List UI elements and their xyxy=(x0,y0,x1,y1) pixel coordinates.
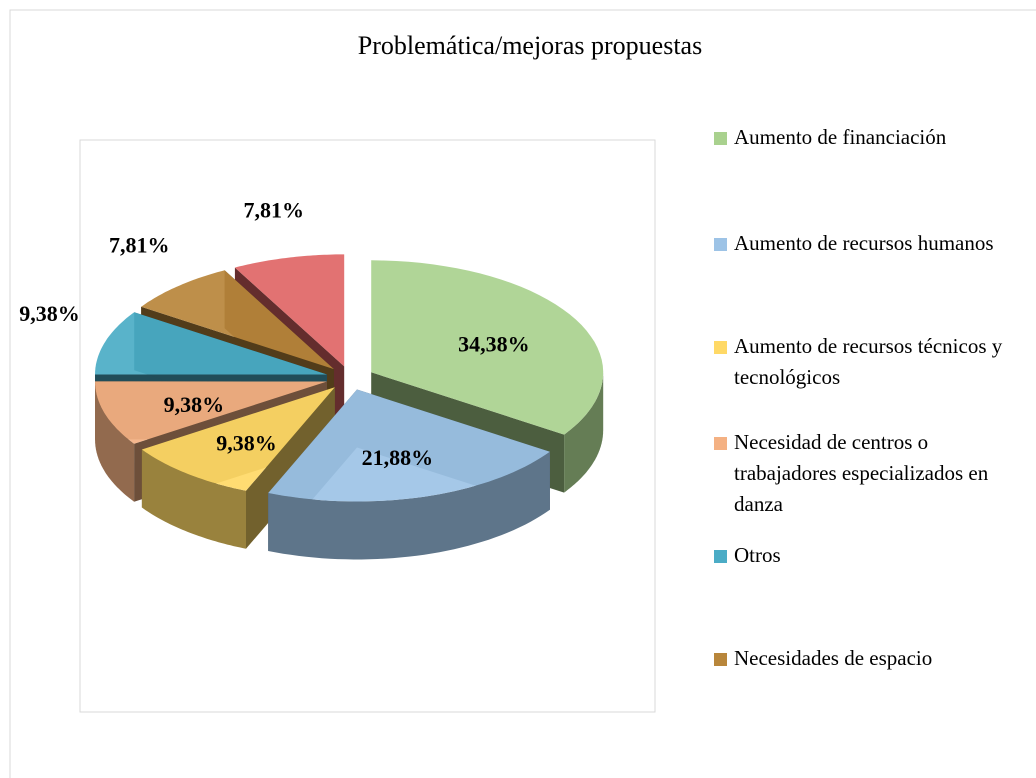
data-label: 9,38% xyxy=(19,301,80,326)
legend-label: Otros xyxy=(734,543,781,567)
slice xyxy=(95,381,327,444)
data-label: 21,88% xyxy=(362,445,434,470)
slice xyxy=(141,270,334,370)
legend-entry: Aumento de recursos humanos xyxy=(712,228,1034,259)
plot-area xyxy=(79,139,656,713)
slice-side xyxy=(95,381,135,502)
legend-label: Aumento de financiación xyxy=(734,125,947,149)
legend-swatch xyxy=(714,653,727,666)
legend-entry: Aumento de financiación xyxy=(712,122,1034,153)
slice-side xyxy=(141,449,246,549)
legend-entry: Necesidades de espacio xyxy=(712,643,1034,674)
slice xyxy=(95,312,327,375)
slice xyxy=(141,387,335,491)
data-label: 34,38% xyxy=(458,332,530,357)
slice-side xyxy=(268,451,550,560)
legend-entry: Aumento de recursos técnicos y tecnológi… xyxy=(712,331,1034,393)
legend-swatch xyxy=(714,341,727,354)
slice xyxy=(234,254,345,367)
legend-label: Aumento de recursos humanos xyxy=(734,231,994,255)
slice xyxy=(371,260,604,435)
legend-swatch xyxy=(714,550,727,563)
legend-entry: Necesidad de centros o trabajadores espe… xyxy=(712,427,1034,520)
legend-entry: Otros xyxy=(712,540,1034,571)
slice-side xyxy=(564,372,604,493)
legend-swatch xyxy=(714,238,727,251)
data-label: 7,81% xyxy=(109,232,170,257)
data-label: 7,81% xyxy=(243,198,304,223)
chart-frame xyxy=(9,9,1036,778)
legend-swatch xyxy=(714,132,727,145)
legend-label: Necesidades de espacio xyxy=(734,646,933,670)
data-label: 9,38% xyxy=(216,430,277,455)
legend-label: Aumento de recursos técnicos y tecnológi… xyxy=(734,334,1003,389)
legend-swatch xyxy=(714,437,727,450)
data-label: 9,38% xyxy=(164,392,225,417)
chart-title: Problemática/mejoras propuestas xyxy=(358,31,702,60)
legend-label: Necesidad de centros o trabajadores espe… xyxy=(734,430,989,516)
slice xyxy=(268,389,550,502)
